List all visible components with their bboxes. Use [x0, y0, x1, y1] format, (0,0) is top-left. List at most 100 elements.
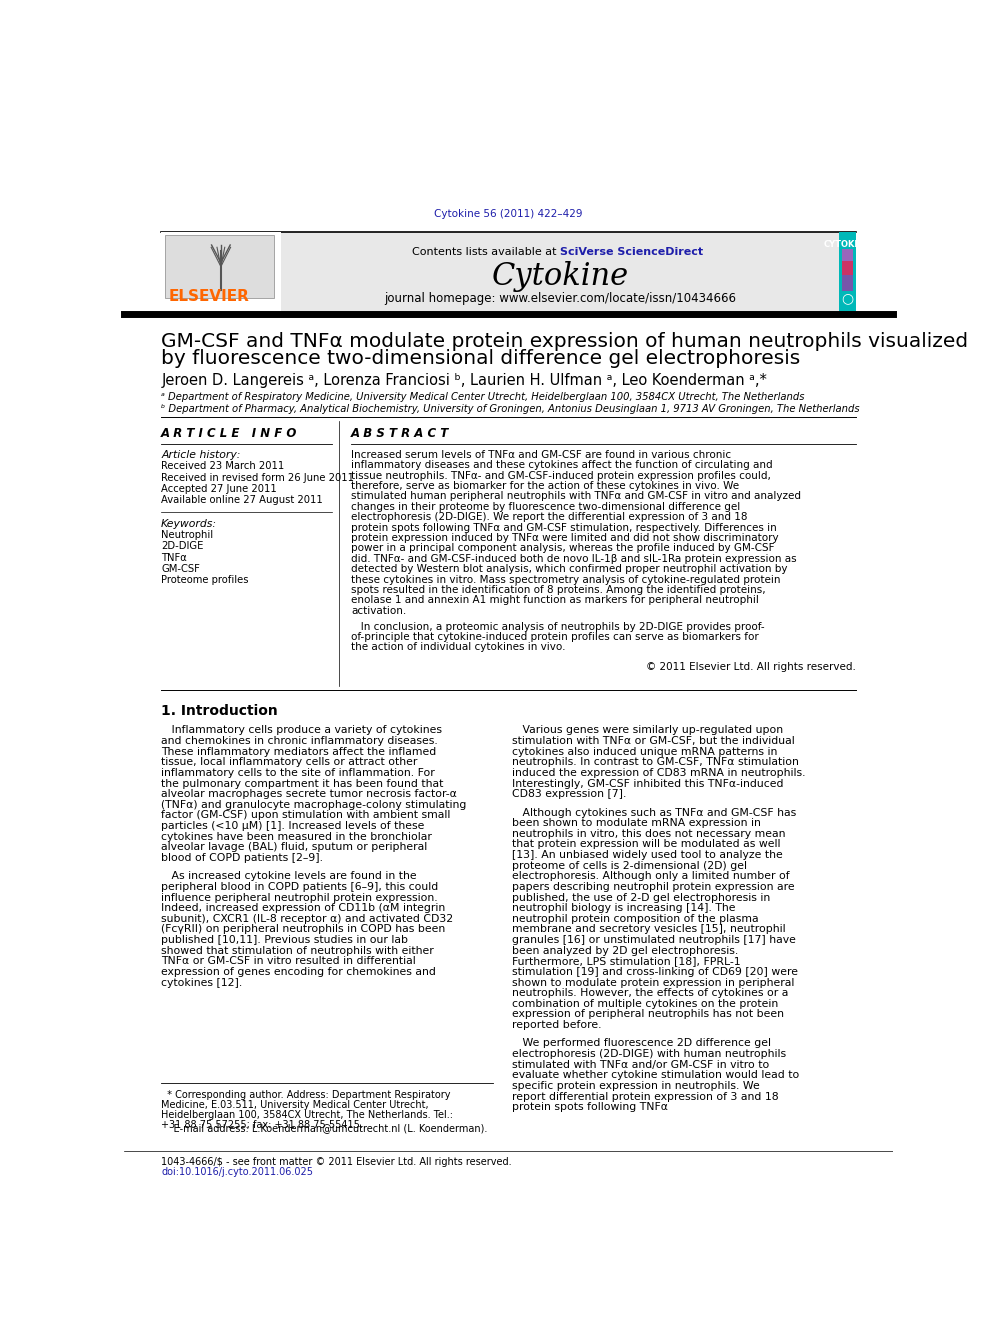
Text: A B S T R A C T: A B S T R A C T: [351, 427, 449, 439]
Text: activation.: activation.: [351, 606, 407, 615]
Text: * Corresponding author. Address: Department Respiratory: * Corresponding author. Address: Departm…: [161, 1090, 450, 1101]
Text: report differential protein expression of 3 and 18: report differential protein expression o…: [512, 1091, 779, 1102]
Text: and chemokines in chronic inflammatory diseases.: and chemokines in chronic inflammatory d…: [161, 736, 437, 746]
Text: ELSEVIER: ELSEVIER: [169, 288, 250, 303]
Text: CD83 expression [7].: CD83 expression [7].: [512, 790, 627, 799]
Text: the pulmonary compartment it has been found that: the pulmonary compartment it has been fo…: [161, 779, 443, 789]
Text: [13]. An unbiased widely used tool to analyze the: [13]. An unbiased widely used tool to an…: [512, 851, 783, 860]
Text: protein spots following TNFα: protein spots following TNFα: [512, 1102, 669, 1113]
Text: (FcγRII) on peripheral neutrophils in COPD has been: (FcγRII) on peripheral neutrophils in CO…: [161, 925, 445, 934]
Text: A R T I C L E   I N F O: A R T I C L E I N F O: [161, 427, 298, 439]
Text: showed that stimulation of neutrophils with either: showed that stimulation of neutrophils w…: [161, 946, 434, 955]
Text: evaluate whether cytokine stimulation would lead to: evaluate whether cytokine stimulation wo…: [512, 1070, 800, 1081]
Text: Accepted 27 June 2011: Accepted 27 June 2011: [161, 484, 277, 493]
Text: neutrophil protein composition of the plasma: neutrophil protein composition of the pl…: [512, 914, 759, 923]
Bar: [842, 261, 852, 275]
Text: doi:10.1016/j.cyto.2011.06.025: doi:10.1016/j.cyto.2011.06.025: [161, 1167, 313, 1177]
Text: stimulation [19] and cross-linking of CD69 [20] were: stimulation [19] and cross-linking of CD…: [512, 967, 799, 976]
Text: stimulated human peripheral neutrophils with TNFα and GM-CSF in vitro and analyz: stimulated human peripheral neutrophils …: [351, 491, 802, 501]
Text: © 2011 Elsevier Ltd. All rights reserved.: © 2011 Elsevier Ltd. All rights reserved…: [646, 662, 856, 672]
Text: 1043-4666/$ - see front matter © 2011 Elsevier Ltd. All rights reserved.: 1043-4666/$ - see front matter © 2011 El…: [161, 1156, 512, 1167]
Text: Interestingly, GM-CSF inhibited this TNFα-induced: Interestingly, GM-CSF inhibited this TNF…: [512, 779, 784, 789]
Text: Various genes were similarly up-regulated upon: Various genes were similarly up-regulate…: [512, 725, 784, 736]
Text: tissue neutrophils. TNFα- and GM-CSF-induced protein expression profiles could,: tissue neutrophils. TNFα- and GM-CSF-ind…: [351, 471, 771, 480]
Text: TNFα or GM-CSF in vitro resulted in differential: TNFα or GM-CSF in vitro resulted in diff…: [161, 957, 416, 966]
Text: combination of multiple cytokines on the protein: combination of multiple cytokines on the…: [512, 999, 779, 1009]
Text: published, the use of 2-D gel electrophoresis in: published, the use of 2-D gel electropho…: [512, 893, 771, 902]
Text: Received in revised form 26 June 2011: Received in revised form 26 June 2011: [161, 472, 354, 483]
Bar: [165, 235, 274, 298]
Text: In conclusion, a proteomic analysis of neutrophils by 2D-DIGE provides proof-: In conclusion, a proteomic analysis of n…: [351, 622, 765, 631]
Text: peripheral blood in COPD patients [6–9], this could: peripheral blood in COPD patients [6–9],…: [161, 882, 438, 892]
Text: these cytokines in vitro. Mass spectrometry analysis of cytokine-regulated prote: these cytokines in vitro. Mass spectrome…: [351, 574, 781, 585]
Text: Furthermore, LPS stimulation [18], FPRL-1: Furthermore, LPS stimulation [18], FPRL-…: [512, 957, 741, 966]
Text: Medicine, E.03.511, University Medical Center Utrecht,: Medicine, E.03.511, University Medical C…: [161, 1101, 429, 1110]
Text: papers describing neutrophil protein expression are: papers describing neutrophil protein exp…: [512, 882, 795, 892]
Text: shown to modulate protein expression in peripheral: shown to modulate protein expression in …: [512, 978, 795, 987]
Text: electrophoresis (2D-DIGE). We report the differential expression of 3 and 18: electrophoresis (2D-DIGE). We report the…: [351, 512, 748, 523]
Text: induced the expression of CD83 mRNA in neutrophils.: induced the expression of CD83 mRNA in n…: [512, 767, 806, 778]
Text: Received 23 March 2011: Received 23 March 2011: [161, 462, 285, 471]
Text: (TNFα) and granulocyte macrophage-colony stimulating: (TNFα) and granulocyte macrophage-colony…: [161, 800, 466, 810]
Text: alveolar lavage (BAL) fluid, sputum or peripheral: alveolar lavage (BAL) fluid, sputum or p…: [161, 843, 428, 852]
Text: inflammatory diseases and these cytokines affect the function of circulating and: inflammatory diseases and these cytokine…: [351, 460, 773, 470]
Text: cytokines also induced unique mRNA patterns in: cytokines also induced unique mRNA patte…: [512, 746, 778, 757]
Text: Contents lists available at: Contents lists available at: [413, 247, 560, 257]
Text: E-mail address: L.Koenderman@umcutrecht.nl (L. Koenderman).: E-mail address: L.Koenderman@umcutrecht.…: [161, 1123, 488, 1132]
Text: expression of genes encoding for chemokines and: expression of genes encoding for chemoki…: [161, 967, 436, 976]
Bar: [842, 249, 852, 291]
Text: ○: ○: [841, 291, 853, 306]
Text: enolase 1 and annexin A1 might function as markers for peripheral neutrophil: enolase 1 and annexin A1 might function …: [351, 595, 759, 606]
Text: spots resulted in the identification of 8 proteins. Among the identified protein: spots resulted in the identification of …: [351, 585, 766, 595]
Text: protein expression induced by TNFα were limited and did not show discriminatory: protein expression induced by TNFα were …: [351, 533, 779, 542]
Text: the action of individual cytokines in vivo.: the action of individual cytokines in vi…: [351, 643, 565, 652]
Text: cytokines have been measured in the bronchiolar: cytokines have been measured in the bron…: [161, 832, 433, 841]
Text: Cytokine: Cytokine: [492, 261, 629, 292]
Text: These inflammatory mediators affect the inflamed: These inflammatory mediators affect the …: [161, 746, 436, 757]
Text: Inflammatory cells produce a variety of cytokines: Inflammatory cells produce a variety of …: [161, 725, 442, 736]
Text: 2D-DIGE: 2D-DIGE: [161, 541, 203, 552]
Text: journal homepage: www.elsevier.com/locate/issn/10434666: journal homepage: www.elsevier.com/locat…: [384, 292, 736, 306]
Text: GM-CSF: GM-CSF: [161, 564, 200, 574]
Text: been analyzed by 2D gel electrophoresis.: been analyzed by 2D gel electrophoresis.: [512, 946, 738, 955]
Text: Article history:: Article history:: [161, 450, 241, 460]
Text: stimulation with TNFα or GM-CSF, but the individual: stimulation with TNFα or GM-CSF, but the…: [512, 736, 795, 746]
Text: subunit), CXCR1 (IL-8 receptor α) and activated CD32: subunit), CXCR1 (IL-8 receptor α) and ac…: [161, 914, 453, 923]
Text: protein spots following TNFα and GM-CSF stimulation, respectively. Differences i: protein spots following TNFα and GM-CSF …: [351, 523, 777, 533]
Bar: [842, 275, 852, 291]
Text: electrophoresis. Although only a limited number of: electrophoresis. Although only a limited…: [512, 872, 790, 881]
Text: membrane and secretory vesicles [15], neutrophil: membrane and secretory vesicles [15], ne…: [512, 925, 786, 934]
Text: Jeroen D. Langereis ᵃ, Lorenza Franciosi ᵇ, Laurien H. Ulfman ᵃ, Leo Koenderman : Jeroen D. Langereis ᵃ, Lorenza Franciosi…: [161, 373, 767, 388]
Text: Cytokine 56 (2011) 422–429: Cytokine 56 (2011) 422–429: [434, 209, 582, 218]
Text: Proteome profiles: Proteome profiles: [161, 576, 249, 586]
Text: TNFα: TNFα: [161, 553, 186, 562]
Text: reported before.: reported before.: [512, 1020, 602, 1031]
Text: tissue, local inflammatory cells or attract other: tissue, local inflammatory cells or attr…: [161, 757, 418, 767]
Text: Indeed, increased expression of CD11b (αM integrin: Indeed, increased expression of CD11b (α…: [161, 904, 445, 913]
Text: therefore, serve as biomarker for the action of these cytokines in vivo. We: therefore, serve as biomarker for the ac…: [351, 482, 739, 491]
Text: Although cytokines such as TNFα and GM-CSF has: Although cytokines such as TNFα and GM-C…: [512, 807, 797, 818]
Text: alveolar macrophages secrete tumor necrosis factor-α: alveolar macrophages secrete tumor necro…: [161, 790, 457, 799]
Text: stimulated with TNFα and/or GM-CSF in vitro to: stimulated with TNFα and/or GM-CSF in vi…: [512, 1060, 770, 1070]
Text: particles (<10 µM) [1]. Increased levels of these: particles (<10 µM) [1]. Increased levels…: [161, 822, 425, 831]
Text: Available online 27 August 2011: Available online 27 August 2011: [161, 495, 323, 505]
Text: cytokines [12].: cytokines [12].: [161, 978, 242, 987]
Text: neutrophil biology is increasing [14]. The: neutrophil biology is increasing [14]. T…: [512, 904, 736, 913]
Bar: [839, 232, 856, 312]
Text: 1. Introduction: 1. Introduction: [161, 704, 278, 718]
Bar: [282, 232, 839, 312]
Text: ᵃ Department of Respiratory Medicine, University Medical Center Utrecht, Heidelb: ᵃ Department of Respiratory Medicine, Un…: [161, 392, 805, 402]
Text: blood of COPD patients [2–9].: blood of COPD patients [2–9].: [161, 853, 323, 863]
Text: Neutrophil: Neutrophil: [161, 531, 213, 540]
Text: changes in their proteome by fluorescence two-dimensional difference gel: changes in their proteome by fluorescenc…: [351, 501, 740, 512]
Text: specific protein expression in neutrophils. We: specific protein expression in neutrophi…: [512, 1081, 760, 1091]
Text: neutrophils in vitro, this does not necessary mean: neutrophils in vitro, this does not nece…: [512, 828, 786, 839]
Text: +31 88 75 57255; fax: +31 88 75 55415.: +31 88 75 57255; fax: +31 88 75 55415.: [161, 1121, 363, 1130]
Text: inflammatory cells to the site of inflammation. For: inflammatory cells to the site of inflam…: [161, 767, 434, 778]
Text: Heidelberglaan 100, 3584CX Utrecht, The Netherlands. Tel.:: Heidelberglaan 100, 3584CX Utrecht, The …: [161, 1110, 453, 1121]
Text: proteome of cells is 2-dimensional (2D) gel: proteome of cells is 2-dimensional (2D) …: [512, 861, 747, 871]
Text: Increased serum levels of TNFα and GM-CSF are found in various chronic: Increased serum levels of TNFα and GM-CS…: [351, 450, 731, 460]
Text: GM-CSF and TNFα modulate protein expression of human neutrophils visualized: GM-CSF and TNFα modulate protein express…: [161, 332, 968, 351]
Text: Keywords:: Keywords:: [161, 519, 217, 528]
Text: granules [16] or unstimulated neutrophils [17] have: granules [16] or unstimulated neutrophil…: [512, 935, 797, 945]
